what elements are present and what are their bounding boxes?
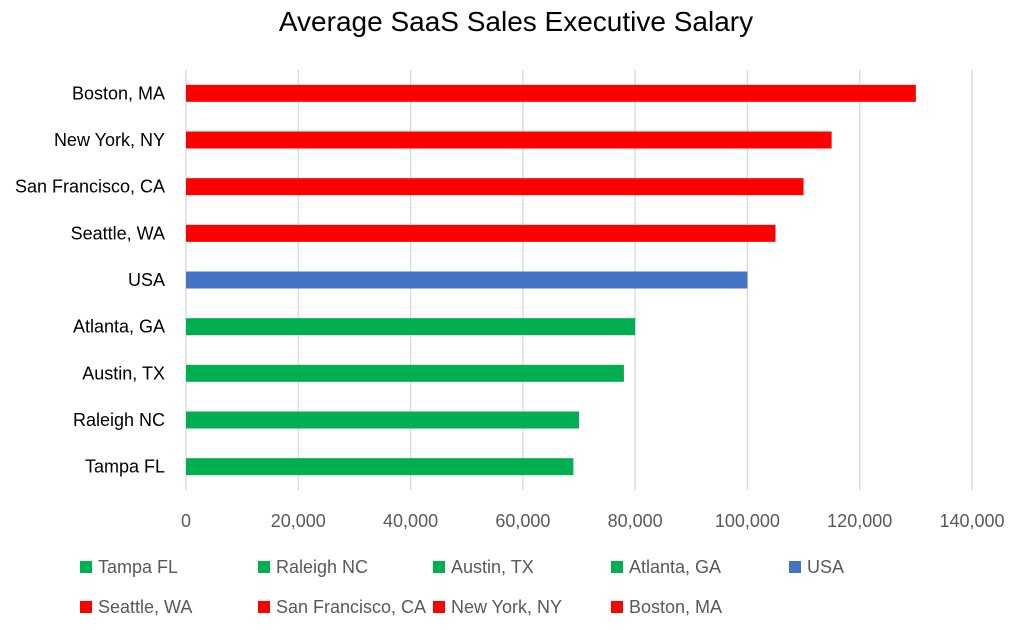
x-tick-label: 40,000 <box>383 511 438 531</box>
legend-label: Tampa FL <box>98 557 178 577</box>
legend-swatch <box>433 561 445 573</box>
legend-swatch <box>611 601 623 613</box>
legend-label: Raleigh NC <box>276 557 368 577</box>
category-label: Boston, MA <box>72 83 165 103</box>
x-tick-label: 80,000 <box>608 511 663 531</box>
bar <box>186 271 748 289</box>
bar <box>186 458 574 476</box>
legend-swatch <box>258 601 270 613</box>
legend-swatch <box>611 561 623 573</box>
legend-label: Seattle, WA <box>98 597 192 617</box>
legend-label: San Francisco, CA <box>276 597 426 617</box>
legend-swatch <box>789 561 801 573</box>
legend-label: USA <box>807 557 844 577</box>
legend-swatch <box>80 561 92 573</box>
category-label: New York, NY <box>54 130 165 150</box>
legend-swatch <box>433 601 445 613</box>
x-tick-label: 120,000 <box>827 511 892 531</box>
category-label: Austin, TX <box>82 363 165 383</box>
category-label: San Francisco, CA <box>15 177 165 197</box>
category-label: Seattle, WA <box>71 223 165 243</box>
legend-label: Atlanta, GA <box>629 557 721 577</box>
category-label: Raleigh NC <box>73 410 165 430</box>
x-tick-label: 100,000 <box>715 511 780 531</box>
bar <box>186 224 776 242</box>
bar <box>186 131 832 149</box>
legend-swatch <box>258 561 270 573</box>
x-tick-label: 20,000 <box>271 511 326 531</box>
legend-label: Austin, TX <box>451 557 534 577</box>
bar <box>186 318 636 336</box>
bar <box>186 84 916 102</box>
chart-title: Average SaaS Sales Executive Salary <box>279 6 753 37</box>
category-label: USA <box>128 270 165 290</box>
x-tick-label: 140,000 <box>939 511 1004 531</box>
bar <box>186 178 804 196</box>
legend-swatch <box>80 601 92 613</box>
category-label: Atlanta, GA <box>73 317 165 337</box>
category-label: Tampa FL <box>85 457 165 477</box>
x-tick-label: 60,000 <box>495 511 550 531</box>
bars <box>186 84 916 476</box>
x-axis-tick-labels: 0 20,000 40,000 60,000 80,000 100,000 120,000 1… <box>181 511 1005 531</box>
bar <box>186 364 624 382</box>
legend-label: New York, NY <box>451 597 562 617</box>
x-tick-label: 0 <box>181 511 191 531</box>
bar <box>186 411 579 429</box>
legend-label: Boston, MA <box>629 597 722 617</box>
category-labels: Tampa FL Raleigh NC Austin, TX Atlanta, GA U… <box>15 83 165 476</box>
legend: Tampa FL Raleigh NC Austin, TX Atlanta, GA U… <box>80 557 844 617</box>
